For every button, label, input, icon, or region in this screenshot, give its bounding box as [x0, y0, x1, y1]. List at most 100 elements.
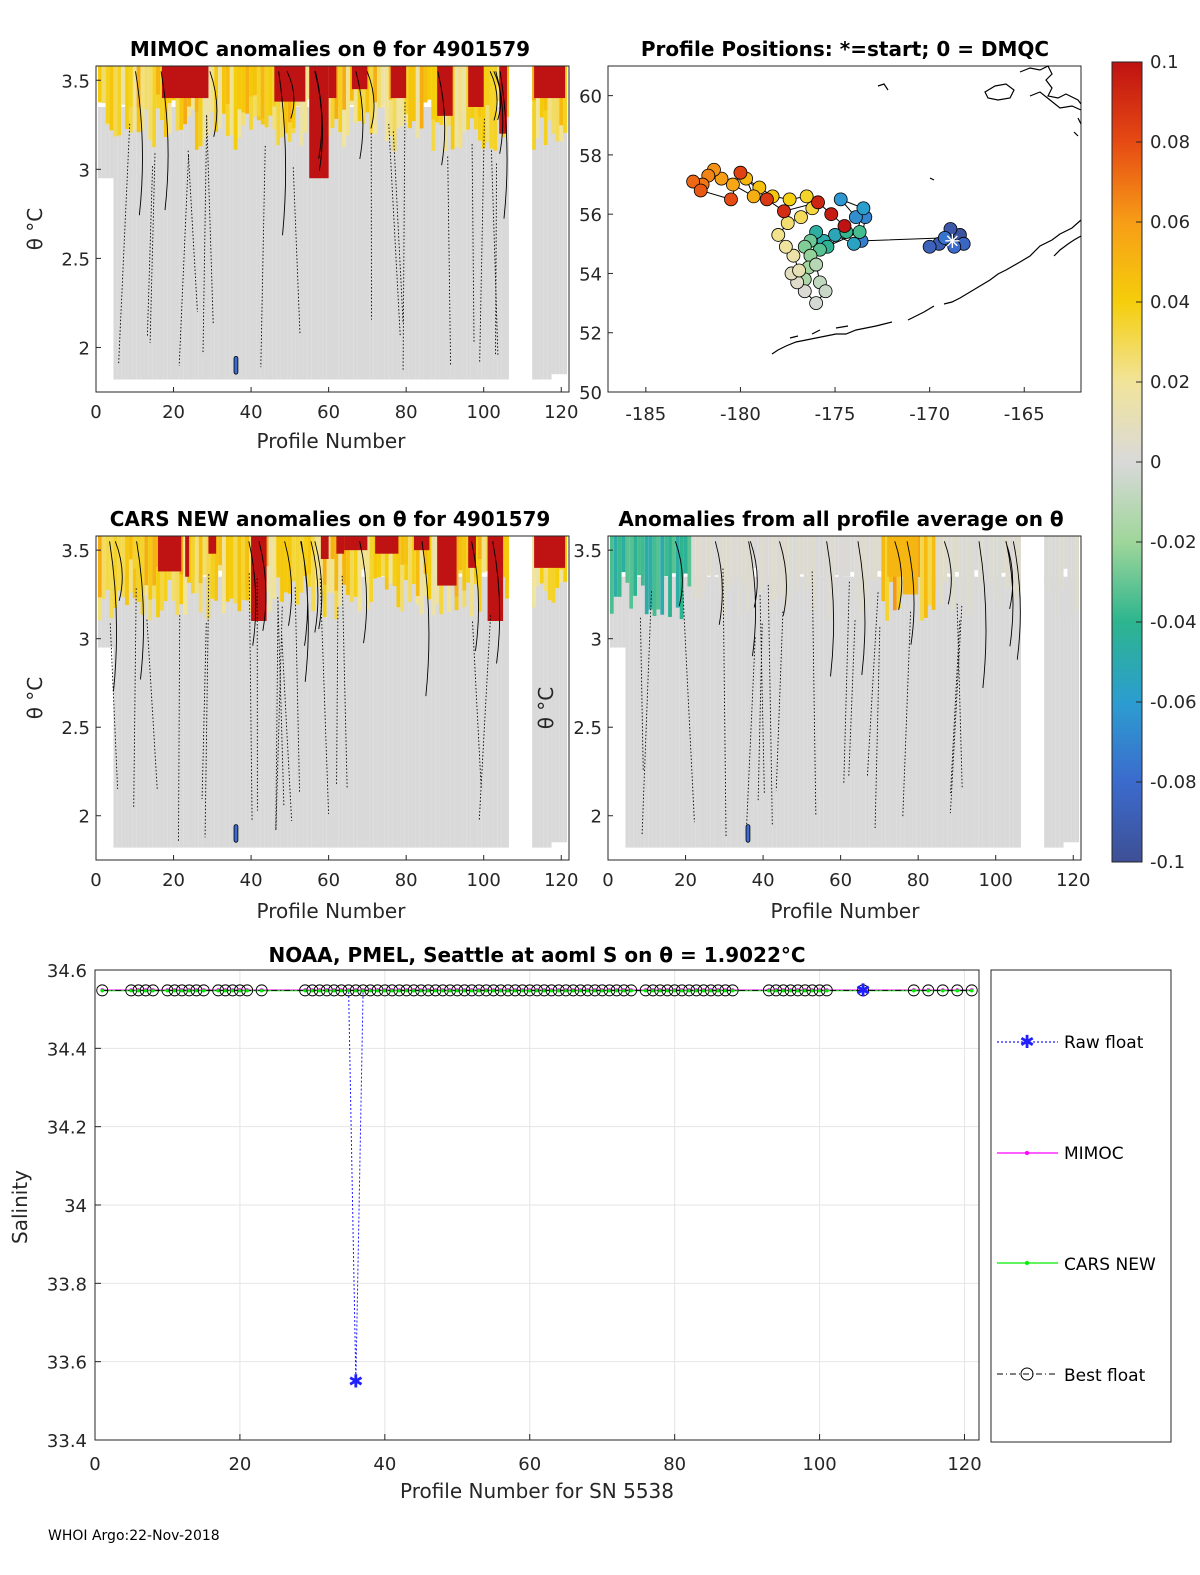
- anomaly-cell: [1013, 576, 1018, 848]
- anomaly-cell: [462, 536, 467, 591]
- anomaly-cell: [377, 106, 381, 380]
- y-tick-label: 2: [79, 338, 90, 359]
- colorbar-tick-label: 0.1: [1150, 52, 1179, 73]
- cars-anomaly-field: [97, 536, 568, 848]
- anomaly-cell: [396, 106, 401, 380]
- anomaly-cell: [210, 66, 215, 112]
- anomaly-cell: [423, 66, 428, 103]
- anomaly-cell: [159, 106, 164, 380]
- profile-position-marker: [794, 210, 808, 225]
- anomaly-cell: [834, 536, 839, 576]
- legend-best-label: Best float: [1064, 1366, 1146, 1386]
- anomaly-cell: [280, 106, 285, 380]
- anomaly-cell: [318, 576, 323, 848]
- x-tick-label: -185: [625, 404, 666, 425]
- anomaly-cell: [741, 576, 746, 848]
- anomaly-cell: [400, 536, 405, 612]
- mimoc-xlabel: Profile Number: [257, 429, 407, 453]
- anomaly-cell: [846, 536, 851, 577]
- anomaly-cell: [931, 576, 936, 848]
- anomaly-cell: [819, 576, 824, 848]
- anomaly-cell: [563, 576, 568, 843]
- anomaly-cell: [419, 106, 424, 380]
- best-float-point: [857, 984, 870, 997]
- anomaly-cell: [330, 536, 335, 560]
- anomaly-cell: [423, 106, 428, 380]
- anomaly-cell: [237, 106, 242, 380]
- anomaly-cell: [477, 536, 482, 560]
- anomaly-cell: [167, 576, 172, 848]
- anomaly-cell: [687, 576, 692, 848]
- cars-point: [165, 988, 170, 993]
- x-tick-label: 80: [395, 402, 418, 423]
- cars-point: [245, 988, 249, 993]
- cars-point: [469, 988, 474, 993]
- y-tick-label: 54: [579, 264, 602, 285]
- anomaly-cell: [1055, 576, 1060, 848]
- anomaly-cell: [551, 66, 556, 134]
- anomaly-cell: [380, 106, 385, 380]
- anomaly-cell: [532, 106, 537, 380]
- anomaly-cell: [206, 576, 211, 848]
- anomaly-cell: [326, 576, 331, 848]
- anomaly-cell: [291, 536, 296, 582]
- cars-point: [201, 988, 206, 993]
- anomaly-cell: [734, 536, 738, 578]
- best-float-point: [907, 984, 920, 997]
- cars-point: [238, 988, 242, 993]
- anomaly-cell: [699, 536, 703, 602]
- x-tick-label: 100: [979, 870, 1013, 891]
- profile-position-marker: [799, 189, 814, 204]
- anomaly-cell: [210, 106, 215, 380]
- salinity-series: ✱✱: [96, 980, 978, 1392]
- anomaly-cell: [369, 66, 374, 134]
- anomaly-hotspot: [902, 536, 919, 595]
- allavg-anomaly-field: [609, 536, 1080, 848]
- anomaly-hotspot: [468, 536, 476, 568]
- anomaly-cell: [307, 576, 312, 848]
- anomaly-cell: [481, 576, 486, 848]
- anomaly-cell: [132, 106, 137, 380]
- anomaly-cell: [295, 106, 300, 380]
- anomaly-cell: [1075, 576, 1080, 843]
- anomaly-cell: [222, 536, 226, 614]
- anomaly-cell: [249, 66, 254, 97]
- y-tick-label: 58: [579, 146, 602, 167]
- anomaly-cell: [357, 536, 362, 612]
- cars-point: [911, 988, 916, 993]
- anomaly-cell: [679, 576, 684, 848]
- anomaly-cell: [303, 536, 308, 577]
- anomaly-cell: [245, 576, 250, 848]
- anomaly-cell: [485, 66, 490, 106]
- anomaly-cell: [1063, 576, 1068, 843]
- cars-point: [230, 988, 235, 993]
- anomaly-cell: [648, 576, 653, 848]
- anomaly-cell: [753, 576, 758, 848]
- colorbar-tick-label: 0.08: [1150, 132, 1190, 153]
- anomaly-cell: [198, 66, 203, 147]
- profile-position-marker: [686, 174, 701, 189]
- anomaly-cell: [726, 576, 731, 848]
- anomaly-cell: [970, 576, 975, 848]
- x-tick-label: 80: [907, 870, 930, 891]
- anomaly-cell: [206, 106, 211, 380]
- anomaly-cell: [477, 576, 482, 848]
- anomaly-cell: [768, 536, 773, 612]
- anomaly-cell: [121, 536, 126, 598]
- allavg-ylabel: θ °C: [534, 687, 558, 730]
- anomaly-cell: [551, 576, 556, 843]
- x-tick-label: 40: [752, 870, 775, 891]
- anomaly-cell: [799, 576, 804, 848]
- anomaly-cell: [982, 576, 987, 848]
- anomaly-cell: [547, 576, 552, 848]
- anomaly-cell: [241, 106, 246, 380]
- anomaly-cell: [435, 536, 440, 605]
- best-float-point: [951, 984, 964, 997]
- anomaly-cell: [311, 106, 316, 380]
- anomaly-cell: [788, 576, 793, 848]
- anomaly-blip: [745, 824, 751, 843]
- anomaly-cell: [842, 536, 847, 577]
- anomaly-cell: [233, 536, 238, 604]
- anomaly-cell: [947, 536, 952, 574]
- anomaly-cell: [656, 536, 661, 610]
